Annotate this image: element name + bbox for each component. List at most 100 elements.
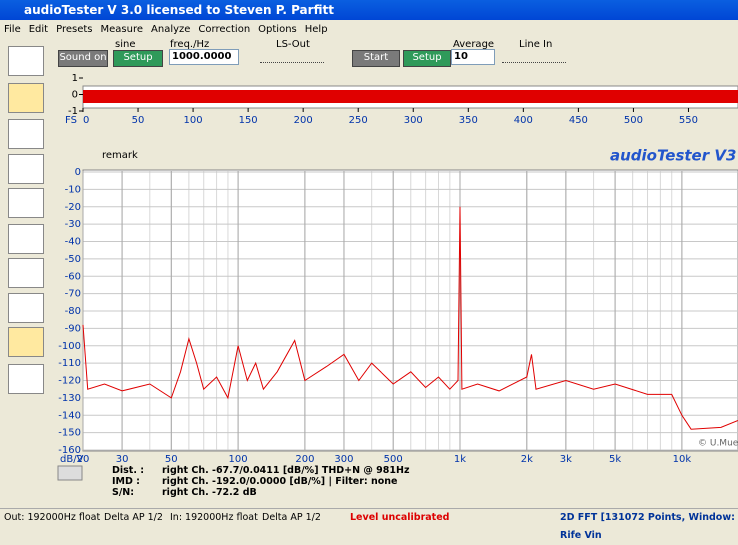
menu-item[interactable]: Measure [100, 24, 144, 35]
label: sine [115, 39, 136, 50]
tool-icon[interactable] [8, 119, 44, 149]
x-tick-label: 30 [116, 454, 129, 465]
menu-item[interactable]: Options [258, 24, 297, 35]
menu-item[interactable]: File [4, 24, 21, 35]
y-tick-label: -20 [65, 202, 81, 213]
results: Dist. : right Ch. -67.7/0.0411 [dB/%] THD… [112, 465, 410, 498]
y-tick-label: 0 [75, 167, 81, 178]
start-button[interactable]: Start [352, 50, 400, 67]
setup-button[interactable]: Setup [113, 50, 163, 67]
y-tick-label: -50 [65, 254, 81, 265]
spectrum-line [82, 206, 738, 430]
scope-signal [83, 90, 738, 103]
y-tick-label: -120 [58, 376, 81, 387]
x-tick-label: 300 [404, 115, 423, 126]
remark: remark [102, 150, 138, 161]
tool-icon[interactable] [8, 293, 44, 323]
tool-icon[interactable] [8, 46, 44, 76]
x-tick-label: 2k [521, 454, 533, 465]
scroll-control[interactable] [57, 465, 83, 481]
brand: audioTester V3 [610, 147, 736, 165]
ls-out-slider[interactable] [260, 52, 324, 63]
x-tick-label: 100 [184, 115, 203, 126]
x-tick-label: 1k [454, 454, 466, 465]
setup-button[interactable]: Setup [403, 50, 451, 67]
freq-input[interactable]: 1000.0000 [169, 49, 239, 65]
menu-bar: File Edit Presets Measure Analyze Correction O… [0, 21, 738, 38]
sound-on-button[interactable]: Sound on [58, 50, 108, 67]
plots: FS remark audioTester V3 © U.Mue dB/V 10… [57, 73, 738, 481]
y-tick-label: -110 [58, 358, 81, 369]
y-tick-label: -40 [65, 237, 81, 248]
x-tick-label: 100 [229, 454, 248, 465]
x-tick-label: 400 [514, 115, 533, 126]
y-tick-label: 0 [72, 90, 78, 101]
menu-item[interactable]: Correction [198, 24, 251, 35]
x-tick-label: 450 [569, 115, 588, 126]
x-tick-label: 50 [165, 454, 178, 465]
y-tick-label: -80 [65, 306, 81, 317]
status-bar: Out: 192000Hz float Delta AP 1/2 In: 19200… [0, 508, 738, 541]
tool-icon[interactable] [8, 83, 44, 113]
label: Average [453, 39, 495, 50]
result-label: IMD : [112, 476, 140, 487]
result-label: Dist. : [112, 465, 145, 476]
y-tick-label: -100 [58, 341, 81, 352]
menu-item[interactable]: Analyze [151, 24, 191, 35]
x-tick-label: 3k [560, 454, 572, 465]
x-tick-label: 5k [609, 454, 621, 465]
label: freq./Hz [170, 39, 210, 50]
x-tick-label: 300 [334, 454, 353, 465]
y-tick-label: -1 [68, 106, 78, 117]
status-field: Delta AP 1/2 [262, 512, 321, 523]
x-tick-label: 200 [295, 454, 314, 465]
tool-icon[interactable] [8, 188, 44, 218]
y-tick-label: -30 [65, 219, 81, 230]
label: LS-Out [276, 39, 310, 50]
result-label: S/N: [112, 487, 135, 498]
tool-icon[interactable] [8, 154, 44, 184]
status-field: Out: 192000Hz float [4, 512, 101, 523]
y-tick-label: -150 [58, 428, 81, 439]
x-tick-label: 20 [77, 454, 90, 465]
status-field: Level uncalibrated [350, 512, 450, 523]
tool-icon[interactable] [8, 364, 44, 394]
y-tick-label: -90 [65, 323, 81, 334]
y-tick-label: -10 [65, 184, 81, 195]
label: Line In [519, 39, 553, 50]
result-row: IMD : right Ch. -192.0/0.0000 [dB/%] | Fi… [112, 476, 410, 487]
x-tick-label: 550 [679, 115, 698, 126]
y-tick-label: 1 [72, 73, 78, 84]
menu-item[interactable]: Presets [56, 24, 93, 35]
y-tick-label: -70 [65, 289, 81, 300]
status-field: 2D FFT [131072 Points, Window: Rife Vin [560, 512, 735, 541]
title-bar: audioTester V 3.0 licensed to Steven P. … [0, 0, 738, 20]
fs-label: FS [65, 115, 77, 126]
average-input[interactable]: 10 [451, 49, 495, 65]
y-tick-label: -60 [65, 271, 81, 282]
status-field: Delta AP 1/2 [104, 512, 163, 523]
x-tick-label: 250 [349, 115, 368, 126]
x-tick-label: 350 [459, 115, 478, 126]
status-field: In: 192000Hz float [170, 512, 258, 523]
x-tick-label: 500 [384, 454, 403, 465]
tool-icon[interactable] [8, 224, 44, 254]
tool-icon[interactable] [8, 327, 44, 357]
x-tick-label: 150 [239, 115, 258, 126]
x-tick-label: 50 [132, 115, 145, 126]
result-value: right Ch. -67.7/0.0411 [dB/%] THD+N @ 98… [162, 465, 410, 476]
result-value: right Ch. -72.2 dB [162, 487, 257, 498]
y-tick-label: -160 [58, 445, 81, 456]
menu-item[interactable]: Edit [28, 24, 49, 35]
tool-icon[interactable] [8, 258, 44, 288]
menu-item[interactable]: Help [304, 24, 328, 35]
x-tick-label: 0 [83, 115, 89, 126]
window-title: audioTester V 3.0 licensed to Steven P. … [24, 3, 334, 17]
x-tick-label: 10k [673, 454, 692, 465]
line-in-slider[interactable] [502, 52, 566, 63]
y-tick-label: -130 [58, 393, 81, 404]
result-row: S/N: right Ch. -72.2 dB [112, 487, 410, 498]
watermark: © U.Mue [698, 439, 738, 449]
result-value: right Ch. -192.0/0.0000 [dB/%] | Filter:… [162, 476, 398, 487]
